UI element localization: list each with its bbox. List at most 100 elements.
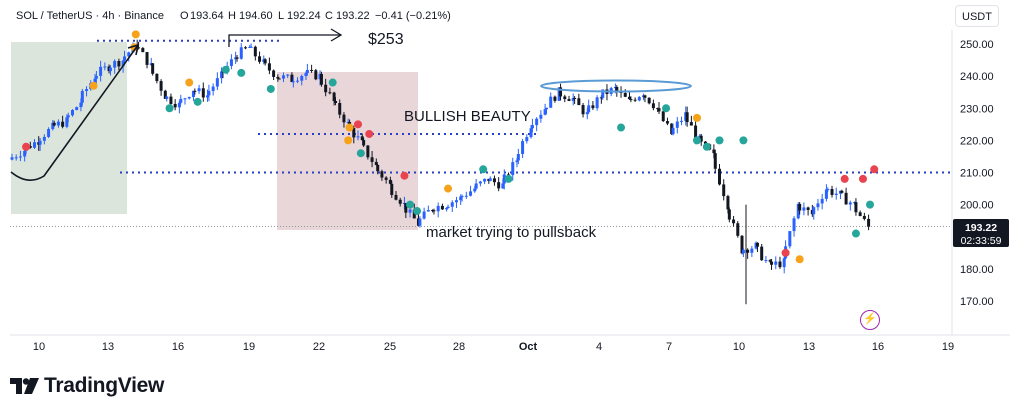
candle-body <box>661 111 665 122</box>
candle-body <box>736 223 740 236</box>
candle-body <box>680 120 684 122</box>
candle-body <box>14 157 18 159</box>
candle-body <box>286 74 290 76</box>
candle-body <box>741 249 745 254</box>
candle-body <box>848 202 852 205</box>
currency-button[interactable]: USDT <box>955 5 999 27</box>
signal-dot-green <box>739 136 748 145</box>
candle-body <box>376 164 380 172</box>
candle-body <box>798 203 802 211</box>
candle-body <box>599 97 603 99</box>
candle-body <box>436 205 440 212</box>
candle-body <box>796 203 800 219</box>
signal-dot-red <box>870 165 879 174</box>
candle-body <box>675 121 679 128</box>
candle-body <box>151 63 155 74</box>
candle-body <box>812 207 816 215</box>
candle-body <box>529 128 533 138</box>
candle-body <box>727 209 731 220</box>
candle-body <box>712 149 716 154</box>
countdown: 02:33:59 <box>961 235 1002 247</box>
signal-dot-green <box>266 84 275 93</box>
candle-body <box>713 153 717 169</box>
candle-body <box>432 210 436 212</box>
candle-body <box>220 71 224 79</box>
candle-body <box>418 218 422 226</box>
candle-body <box>177 102 181 108</box>
candle-body <box>328 92 332 94</box>
candle-body <box>23 150 27 157</box>
candle-body <box>774 261 778 265</box>
candle-body <box>559 87 563 97</box>
candle-body <box>637 97 641 101</box>
candle-body <box>197 88 201 92</box>
open-value: 193.64 <box>190 10 224 22</box>
candle-body <box>689 122 693 126</box>
candle-body <box>65 117 69 127</box>
candle-body <box>515 160 519 163</box>
candle-body <box>291 81 295 83</box>
candle-body <box>191 90 195 98</box>
candle-body <box>137 47 141 49</box>
candle-body <box>454 200 458 203</box>
candle-body <box>80 91 84 103</box>
candle-body <box>862 215 866 219</box>
candle-body <box>633 99 637 101</box>
x-tick-label: 19 <box>243 341 255 353</box>
candle-body <box>740 235 744 254</box>
signal-dot-green <box>702 142 711 151</box>
candle-body <box>173 103 177 108</box>
candle-body <box>267 63 271 71</box>
candle-body <box>792 218 796 232</box>
candle-body <box>324 84 328 93</box>
candle-body <box>567 99 571 101</box>
time-axis[interactable]: 10 13 16 19 22 25 28 Oct 4 7 10 13 16 19 <box>33 341 954 353</box>
high-label: H <box>228 10 236 22</box>
candle-body <box>571 97 575 101</box>
y-tick-label: 200.00 <box>960 200 994 212</box>
candle-body <box>469 191 473 196</box>
price-axis[interactable]: 250.00240.00230.00220.00210.00200.00190.… <box>960 39 994 308</box>
candle-body <box>211 86 215 91</box>
candle-body <box>459 196 463 201</box>
candle-body <box>623 92 627 97</box>
candle-body <box>473 188 477 192</box>
candle-body <box>66 115 70 118</box>
trendline <box>10 44 139 181</box>
candle-body <box>651 103 655 109</box>
candle-body <box>657 108 661 112</box>
candle-body <box>497 182 501 189</box>
candle-body <box>319 73 323 85</box>
lightning-icon[interactable]: ⚡ <box>860 310 880 330</box>
candle-body <box>764 260 768 262</box>
candle-body <box>820 198 824 204</box>
candle-body <box>70 109 74 116</box>
signal-dot-orange <box>692 113 701 122</box>
signal-dot-green <box>406 200 415 209</box>
y-tick-label: 250.00 <box>960 39 994 51</box>
candle-body <box>123 56 127 61</box>
y-tick-label: 220.00 <box>960 135 994 147</box>
signal-dot-orange <box>89 81 98 90</box>
signal-dot-green <box>165 104 174 113</box>
candle-body <box>573 97 577 99</box>
candle-body <box>296 80 300 82</box>
signal-dot-green <box>715 136 724 145</box>
x-tick-label: Oct <box>519 341 538 353</box>
candle-body <box>380 171 384 178</box>
candle-body <box>352 128 356 138</box>
candle-body <box>665 121 669 124</box>
candle-body <box>501 183 505 189</box>
candle-body <box>33 142 37 148</box>
candle-body <box>370 157 374 162</box>
candle-body <box>332 92 336 102</box>
candle-body <box>581 105 585 115</box>
candle-body <box>61 121 65 127</box>
candle-body <box>404 202 408 213</box>
x-tick-label: 16 <box>872 341 884 353</box>
symbol-label: SOL / TetherUS · 4h · Binance <box>16 10 164 22</box>
candle-body <box>253 46 257 57</box>
candle-body <box>338 102 342 115</box>
signal-dot-orange <box>185 78 194 87</box>
